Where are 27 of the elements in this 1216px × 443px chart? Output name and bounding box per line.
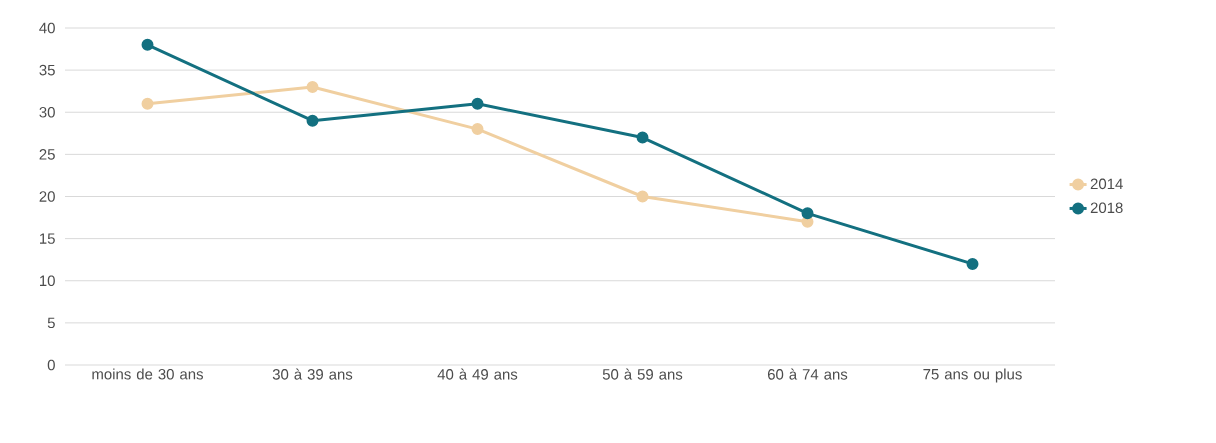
- legend-label: 2014: [1090, 178, 1123, 190]
- y-tick-label: 35: [39, 64, 55, 76]
- point: [966, 257, 979, 270]
- legend-label: 2018: [1090, 202, 1123, 214]
- y-tick-label: 30: [39, 106, 55, 118]
- y-tick-label: 0: [47, 359, 55, 371]
- point: [471, 123, 484, 136]
- point: [636, 131, 649, 144]
- y-tick-label: 40: [39, 22, 55, 34]
- y-tick-label: 10: [40, 275, 55, 287]
- point: [306, 114, 319, 127]
- x-tick-label: 30 à 39 ans: [272, 368, 353, 380]
- point: [141, 38, 154, 51]
- x-tick-label: moins de 30 ans: [92, 368, 203, 380]
- x-tick-label: 75 ans ou plus: [923, 368, 1022, 383]
- x-tick-label: 50 à 59 ans: [602, 368, 683, 380]
- point: [471, 97, 484, 110]
- x-tick-label: 40 à 49 ans: [437, 368, 518, 380]
- point: [801, 207, 814, 220]
- x-tick-label: 60 à 74 ans: [767, 368, 848, 380]
- point: [141, 97, 154, 110]
- y-tick-label: 20: [39, 191, 55, 202]
- point: [636, 190, 649, 203]
- point: [306, 80, 319, 93]
- y-tick-label: 5: [47, 317, 55, 329]
- y-tick-label: 25: [39, 149, 55, 160]
- y-tick-label: 15: [40, 233, 55, 244]
